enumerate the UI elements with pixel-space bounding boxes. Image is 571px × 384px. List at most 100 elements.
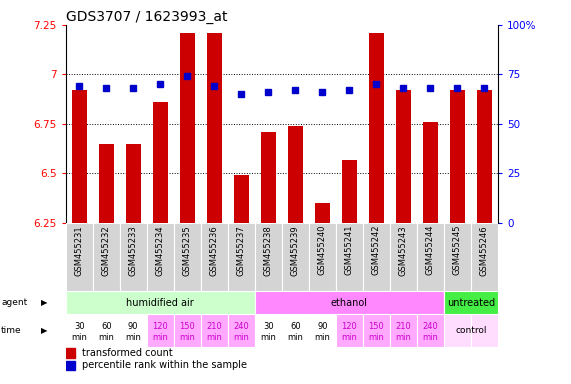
Text: GSM455242: GSM455242 <box>372 225 381 275</box>
Bar <box>147 223 174 291</box>
Text: transformed count: transformed count <box>82 348 173 358</box>
Bar <box>336 314 363 346</box>
Bar <box>126 144 140 223</box>
Bar <box>282 314 309 346</box>
Text: min: min <box>71 333 87 342</box>
Bar <box>363 223 390 291</box>
Text: agent: agent <box>1 298 27 307</box>
Bar <box>201 314 228 346</box>
Bar <box>228 314 255 346</box>
Bar <box>66 291 255 314</box>
Bar <box>450 90 465 223</box>
Text: GSM455246: GSM455246 <box>480 225 489 275</box>
Text: min: min <box>423 333 439 342</box>
Bar <box>255 314 282 346</box>
Text: GSM455243: GSM455243 <box>399 225 408 275</box>
Bar <box>66 314 93 346</box>
Bar <box>99 144 114 223</box>
Text: min: min <box>98 333 114 342</box>
Text: 210: 210 <box>206 322 222 331</box>
Text: percentile rank within the sample: percentile rank within the sample <box>82 361 247 371</box>
Text: 210: 210 <box>396 322 411 331</box>
Text: GSM455235: GSM455235 <box>183 225 192 275</box>
Text: min: min <box>152 333 168 342</box>
Text: GSM455237: GSM455237 <box>237 225 246 276</box>
Bar <box>255 291 444 314</box>
Text: 90: 90 <box>128 322 138 331</box>
Text: min: min <box>315 333 330 342</box>
Bar <box>282 223 309 291</box>
Bar <box>120 314 147 346</box>
Text: GSM455239: GSM455239 <box>291 225 300 275</box>
Text: min: min <box>396 333 411 342</box>
Bar <box>234 175 249 223</box>
Text: GSM455240: GSM455240 <box>318 225 327 275</box>
Text: humidified air: humidified air <box>126 298 194 308</box>
Text: GSM455233: GSM455233 <box>128 225 138 276</box>
Text: min: min <box>287 333 303 342</box>
Text: min: min <box>125 333 141 342</box>
Bar <box>444 223 471 291</box>
Bar <box>288 126 303 223</box>
Bar <box>396 90 411 223</box>
Text: min: min <box>341 333 357 342</box>
Bar <box>309 223 336 291</box>
Bar <box>174 314 201 346</box>
Bar <box>369 33 384 223</box>
Bar <box>390 314 417 346</box>
Text: 30: 30 <box>263 322 274 331</box>
Bar <box>363 314 390 346</box>
Bar <box>471 314 498 346</box>
Bar <box>153 102 168 223</box>
Text: min: min <box>206 333 222 342</box>
Bar <box>93 223 120 291</box>
Bar <box>174 223 201 291</box>
Bar <box>444 291 498 314</box>
Text: 150: 150 <box>368 322 384 331</box>
Text: GSM455234: GSM455234 <box>156 225 164 275</box>
Text: 90: 90 <box>317 322 328 331</box>
Text: ethanol: ethanol <box>331 298 368 308</box>
Bar <box>207 33 222 223</box>
Bar <box>66 348 75 358</box>
Text: 60: 60 <box>101 322 111 331</box>
Bar <box>471 223 498 291</box>
Bar <box>261 132 276 223</box>
Text: GSM455241: GSM455241 <box>345 225 354 275</box>
Text: ▶: ▶ <box>41 326 47 335</box>
Bar <box>315 203 329 223</box>
Bar <box>342 159 357 223</box>
Bar <box>423 122 438 223</box>
Bar <box>477 90 492 223</box>
Text: min: min <box>368 333 384 342</box>
Text: GSM455245: GSM455245 <box>453 225 462 275</box>
Bar <box>180 33 195 223</box>
Bar <box>66 223 93 291</box>
Bar <box>228 223 255 291</box>
Bar <box>120 223 147 291</box>
Bar <box>390 223 417 291</box>
Text: ▶: ▶ <box>41 298 47 307</box>
Text: GSM455244: GSM455244 <box>426 225 435 275</box>
Bar <box>93 314 120 346</box>
Text: GSM455231: GSM455231 <box>75 225 84 275</box>
Bar <box>255 223 282 291</box>
Text: 150: 150 <box>179 322 195 331</box>
Text: 240: 240 <box>423 322 439 331</box>
Text: 240: 240 <box>234 322 249 331</box>
Text: GDS3707 / 1623993_at: GDS3707 / 1623993_at <box>66 10 227 24</box>
Bar <box>417 314 444 346</box>
Text: time: time <box>1 326 22 335</box>
Text: untreated: untreated <box>447 298 495 308</box>
Text: min: min <box>260 333 276 342</box>
Text: min: min <box>234 333 249 342</box>
Text: 120: 120 <box>341 322 357 331</box>
Text: min: min <box>179 333 195 342</box>
Bar <box>309 314 336 346</box>
Bar <box>201 223 228 291</box>
Text: 120: 120 <box>152 322 168 331</box>
Bar <box>444 314 471 346</box>
Text: GSM455236: GSM455236 <box>210 225 219 276</box>
Text: control: control <box>455 326 486 335</box>
Text: 30: 30 <box>74 322 85 331</box>
